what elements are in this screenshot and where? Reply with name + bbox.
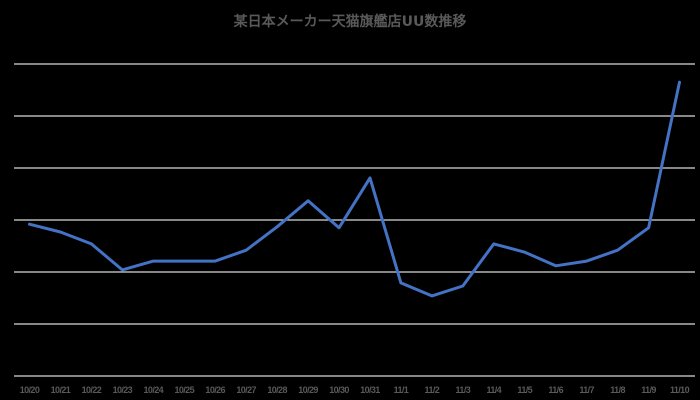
x-axis-label: 10/20 [19,385,40,395]
x-axis-label: 10/21 [50,385,71,395]
x-axis-label: 10/22 [81,385,102,395]
x-axis-label: 10/24 [143,385,164,395]
x-axis-label: 11/9 [641,385,656,395]
x-axis-label: 11/2 [424,385,440,395]
x-axis-label: 10/29 [298,385,318,395]
x-axis-labels: 10/20 10/21 10/22 10/23 10/24 10/25 10/26 10/27… [14,385,695,399]
x-axis-label: 11/1 [393,385,409,395]
x-axis-label: 11/4 [486,385,502,395]
x-axis-label: 10/30 [329,385,349,395]
x-axis-label: 10/25 [174,385,194,395]
uu-series-line [28,80,681,298]
x-axis-label: 11/5 [517,385,533,395]
x-axis-label: 11/7 [579,385,594,395]
gridlines [14,63,695,377]
x-axis-label: 10/31 [360,385,380,395]
x-axis-label: 11/6 [548,385,563,395]
x-axis-label: 11/8 [610,385,625,395]
x-axis-label: 10/26 [205,385,225,395]
x-axis-label: 10/27 [236,385,256,395]
x-axis-label: 10/23 [112,385,133,395]
x-axis-label: 11/10 [669,385,690,395]
x-axis-label: 11/3 [455,385,471,395]
x-axis-label: 10/28 [267,385,287,395]
chart-title: 某日本メーカー天猫旗艦店UU数推移 [233,14,467,30]
